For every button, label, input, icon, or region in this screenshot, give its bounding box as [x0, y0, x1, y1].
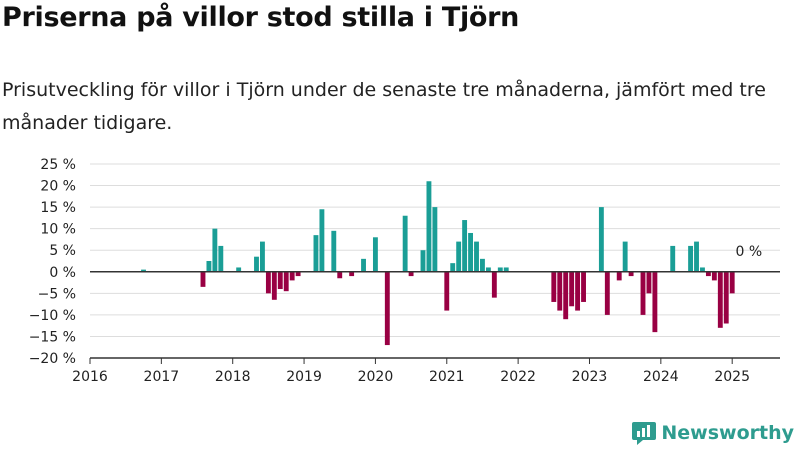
y-tick-label: 25 %	[40, 157, 76, 173]
bar	[557, 271, 563, 311]
bar	[408, 271, 414, 277]
bar	[289, 271, 295, 281]
x-tick-label: 2017	[144, 369, 180, 385]
bar	[700, 267, 705, 272]
latest-value-label: 0 %	[736, 244, 763, 260]
bar	[491, 271, 497, 298]
bar	[581, 271, 586, 302]
bar	[337, 271, 343, 279]
y-tick-label: 15 %	[40, 200, 76, 216]
y-tick-label: −5 %	[38, 286, 76, 302]
bar	[372, 237, 378, 272]
bar	[450, 263, 456, 272]
bar	[729, 271, 735, 294]
bar	[652, 271, 658, 333]
bar	[349, 271, 355, 277]
bar	[670, 245, 676, 272]
bar	[432, 207, 438, 272]
bar	[468, 232, 473, 272]
bar	[485, 267, 491, 272]
bar	[456, 241, 462, 272]
y-tick-label: −10 %	[29, 308, 76, 324]
chart-title: Priserna på villor stod stilla i Tjörn	[2, 2, 520, 33]
bar	[426, 181, 432, 272]
bar	[575, 271, 581, 311]
bar	[694, 241, 699, 272]
bar	[551, 271, 557, 302]
x-tick-label: 2022	[500, 369, 536, 385]
bar	[295, 271, 301, 277]
bar	[212, 228, 218, 272]
bar	[313, 235, 319, 272]
y-tick-label: 0 %	[49, 265, 76, 281]
bar	[569, 271, 575, 307]
bar	[480, 258, 485, 272]
bar	[688, 245, 694, 272]
bar	[260, 241, 265, 272]
x-tick-label: 2021	[429, 369, 465, 385]
newsworthy-logo-icon	[632, 422, 657, 445]
bar	[319, 209, 325, 272]
bar	[277, 271, 283, 290]
bar-chart: −20 % −15 % −10 % −5 % 0 % 5 % 10 % 15 % 20 % 25 …	[29, 157, 780, 385]
bar	[604, 271, 610, 315]
x-tick-label: 2018	[215, 369, 251, 385]
x-tick-label: 2023	[572, 369, 608, 385]
bar	[265, 271, 271, 294]
bar	[711, 271, 717, 281]
x-tick-label: 2020	[358, 369, 394, 385]
bar	[497, 267, 503, 272]
y-tick-label: −20 %	[29, 351, 76, 367]
bar	[141, 269, 146, 272]
bar	[236, 267, 242, 272]
bar	[717, 271, 723, 328]
bar	[503, 267, 509, 272]
y-tick-label: 5 %	[49, 243, 76, 259]
x-tick-label: 2024	[643, 369, 679, 385]
bar	[200, 271, 206, 287]
bar	[384, 271, 390, 346]
y-tick-label: 20 %	[40, 179, 76, 195]
bar	[361, 258, 366, 272]
bar	[444, 271, 450, 311]
x-tick-label: 2019	[286, 369, 322, 385]
x-tick-label: 2016	[72, 369, 108, 385]
bar	[271, 271, 277, 300]
bar	[622, 241, 628, 272]
bar	[254, 256, 259, 272]
bar	[218, 245, 224, 272]
bar	[646, 271, 652, 294]
bar	[563, 271, 569, 320]
bar	[640, 271, 646, 315]
y-tick-label: 10 %	[40, 222, 76, 238]
bar	[705, 271, 711, 277]
brand-name: Newsworthy	[661, 422, 794, 444]
bar	[331, 230, 337, 272]
brand-logo: Newsworthy	[631, 418, 794, 448]
bar	[598, 207, 604, 272]
bar	[283, 271, 289, 292]
bar	[206, 261, 212, 272]
bar	[616, 271, 622, 281]
x-tick-label: 2025	[714, 369, 750, 385]
chart-subtitle: Prisutveckling för villor i Tjörn under …	[2, 79, 766, 134]
bar	[723, 271, 729, 324]
bar	[402, 215, 408, 272]
bar	[462, 220, 468, 272]
bar	[628, 271, 634, 277]
y-tick-label: −15 %	[29, 329, 76, 345]
bar	[420, 250, 426, 272]
bar	[474, 241, 479, 272]
